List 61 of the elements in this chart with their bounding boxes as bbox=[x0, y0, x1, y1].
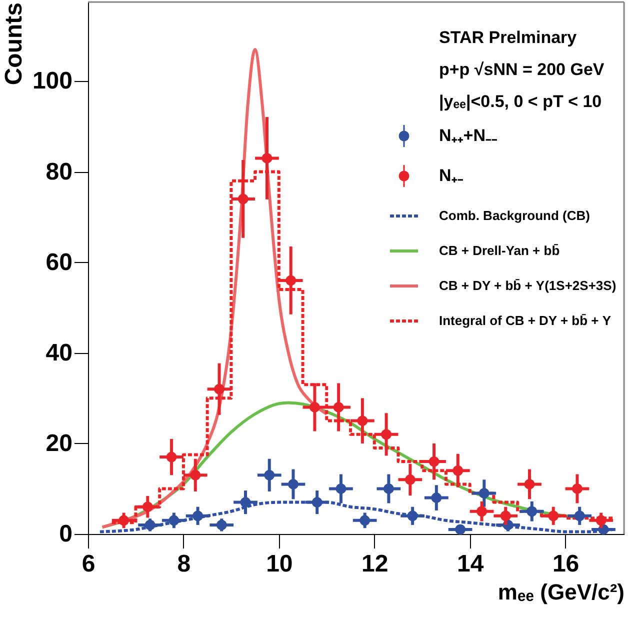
y-tick-label: 80 bbox=[46, 158, 72, 186]
point bbox=[478, 488, 490, 498]
point bbox=[596, 515, 606, 526]
point bbox=[476, 506, 488, 517]
annotation: p+p √sNN = 200 GeV bbox=[439, 60, 605, 79]
point bbox=[333, 402, 344, 412]
point bbox=[574, 510, 585, 522]
legend-label: Integral of CB + DY + bb̄ + Υ bbox=[439, 313, 612, 328]
point bbox=[216, 520, 227, 530]
annotation: |yₑₑ|<0.5, 0 < pT < 10 bbox=[439, 92, 602, 111]
point bbox=[452, 465, 464, 476]
point bbox=[383, 483, 394, 494]
point bbox=[240, 497, 251, 508]
legend-label: Comb. Background (CB) bbox=[439, 208, 590, 223]
y-tick-label: 60 bbox=[46, 248, 72, 276]
point bbox=[526, 506, 538, 517]
point bbox=[118, 515, 130, 526]
point bbox=[144, 520, 156, 530]
point bbox=[166, 452, 177, 462]
legend-label: CB + DY + bb̄ + Υ(1S+2S+3S) bbox=[439, 278, 616, 293]
x-axis-title: mₑₑ (GeV/c²) bbox=[498, 580, 624, 604]
point bbox=[312, 497, 322, 508]
point bbox=[500, 510, 511, 522]
x-tick-label: 10 bbox=[266, 550, 293, 578]
point bbox=[524, 478, 535, 490]
point bbox=[431, 492, 442, 504]
point bbox=[548, 510, 559, 522]
point bbox=[407, 510, 418, 522]
y-tick-label: 100 bbox=[32, 68, 72, 95]
point bbox=[262, 152, 272, 164]
point bbox=[288, 478, 298, 490]
point bbox=[264, 470, 275, 480]
point bbox=[142, 502, 153, 512]
point bbox=[214, 384, 224, 394]
annotation: STAR Prelminary bbox=[439, 28, 578, 47]
point bbox=[381, 429, 392, 440]
x-tick-label: 12 bbox=[362, 550, 388, 578]
y-tick-label: 40 bbox=[46, 339, 72, 366]
point bbox=[190, 470, 201, 480]
point bbox=[404, 474, 416, 485]
x-tick-label: 14 bbox=[456, 550, 484, 578]
legend-label: CB + Drell-Yan + bb̄ bbox=[439, 243, 560, 258]
y-axis-title: Counts bbox=[0, 2, 28, 86]
x-tick-label: 16 bbox=[552, 550, 580, 578]
legend-label: N₊₋ bbox=[439, 166, 464, 185]
point bbox=[309, 402, 320, 412]
point bbox=[428, 456, 440, 467]
point bbox=[572, 483, 582, 494]
point bbox=[455, 524, 466, 535]
x-tick-label: 6 bbox=[82, 550, 96, 578]
point bbox=[192, 510, 204, 522]
y-tick-label: 20 bbox=[46, 430, 72, 457]
legend-label: N₊₊+N₋₋ bbox=[439, 126, 498, 145]
x-tick-label: 8 bbox=[177, 550, 191, 578]
point bbox=[357, 416, 368, 426]
point bbox=[238, 194, 248, 204]
point bbox=[168, 515, 180, 526]
point bbox=[286, 275, 296, 286]
point bbox=[336, 483, 346, 494]
point bbox=[360, 515, 370, 526]
y-tick-label: 0 bbox=[59, 520, 72, 548]
